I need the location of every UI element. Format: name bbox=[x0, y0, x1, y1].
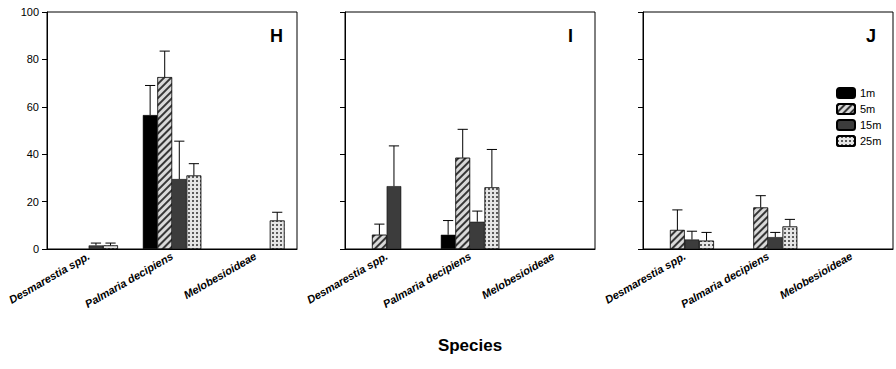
svg-text:Species: Species bbox=[438, 336, 502, 355]
svg-text:Palmaria decipiens: Palmaria decipiens bbox=[679, 250, 771, 310]
svg-text:I: I bbox=[568, 26, 573, 46]
svg-text:Melobesioideae: Melobesioideae bbox=[479, 250, 556, 301]
svg-text:J: J bbox=[866, 26, 876, 46]
svg-text:0: 0 bbox=[33, 243, 39, 255]
svg-text:100: 100 bbox=[21, 6, 39, 18]
svg-text:1m: 1m bbox=[860, 87, 875, 99]
svg-text:Desmarestia spp.: Desmarestia spp. bbox=[7, 250, 92, 306]
svg-text:H: H bbox=[270, 26, 283, 46]
svg-text:80: 80 bbox=[27, 53, 39, 65]
svg-text:Melobesioideae: Melobesioideae bbox=[181, 250, 258, 301]
svg-text:Palmaria decipiens: Palmaria decipiens bbox=[381, 250, 473, 310]
svg-text:Desmarestia spp.: Desmarestia spp. bbox=[305, 250, 390, 306]
svg-text:60: 60 bbox=[27, 101, 39, 113]
svg-text:25m: 25m bbox=[860, 135, 881, 147]
svg-text:40: 40 bbox=[27, 148, 39, 160]
svg-text:15m: 15m bbox=[860, 119, 881, 131]
svg-text:5m: 5m bbox=[860, 103, 875, 115]
svg-text:Palmaria decipiens: Palmaria decipiens bbox=[83, 250, 175, 310]
svg-text:20: 20 bbox=[27, 196, 39, 208]
svg-text:Melobesioideae: Melobesioideae bbox=[777, 250, 854, 301]
svg-text:Desmarestia spp.: Desmarestia spp. bbox=[603, 250, 688, 306]
